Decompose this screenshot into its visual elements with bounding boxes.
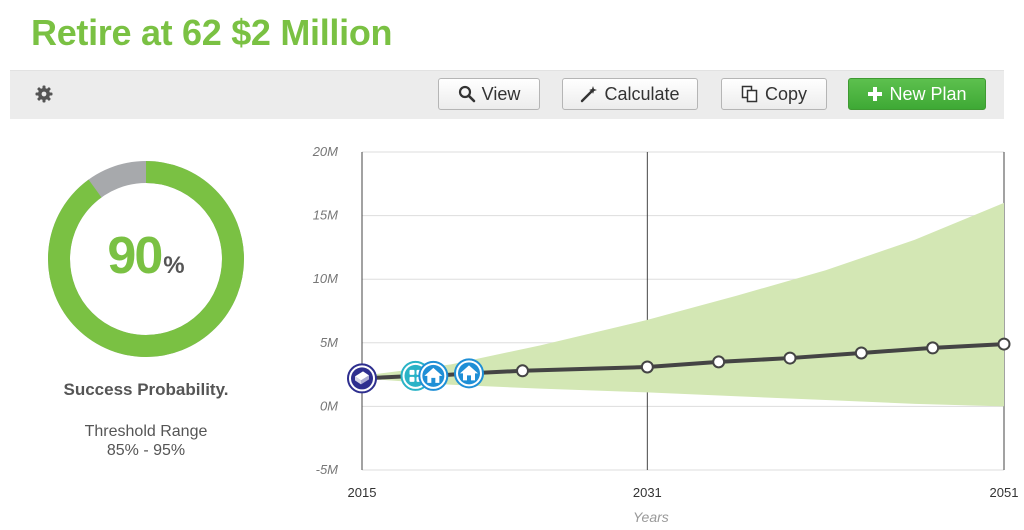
y-tick-label: 10M [313,271,338,286]
success-percentage: 90% [44,226,248,286]
calculate-button[interactable]: Calculate [562,78,698,110]
copy-button-label: Copy [764,83,808,104]
y-tick-label: 0M [320,398,338,413]
new-plan-button-label: New Plan [889,83,967,104]
threshold-range-value: 85% - 95% [106,442,186,459]
chart-x-labels: 2015 2031 2051 [348,485,1019,500]
y-tick-label: 5M [320,335,338,350]
x-tick-label: 2031 [633,485,662,500]
success-donut [44,157,248,361]
donut-success-arc [48,161,244,357]
data-point [516,364,529,378]
success-percentage-value: 90 [107,227,163,285]
plus-icon [867,86,883,102]
data-point [997,337,1011,351]
copy-icon [741,85,759,103]
data-point [854,346,868,360]
book-icon [347,363,377,394]
threshold-range-label: Threshold Range [84,423,208,440]
chart-events [347,358,484,394]
data-point [640,360,654,374]
chart-y-labels: 20M 15M 10M 5M 0M -5M [312,144,338,477]
x-tick-label: 2051 [990,485,1019,500]
magic-wand-icon [580,85,598,103]
data-point [783,351,797,365]
success-probability-label: Success Probability. [63,380,229,399]
data-point [926,341,940,355]
gear-icon[interactable] [34,84,54,104]
view-button-label: View [481,83,521,104]
data-point [712,355,726,369]
chart-points [516,337,1011,378]
view-button[interactable]: View [438,78,540,110]
page-title: Retire at 62 $2 Million [31,12,393,53]
y-tick-label: 15M [313,208,338,223]
y-tick-label: -5M [316,462,339,477]
new-plan-button[interactable]: New Plan [848,78,986,110]
percent-sign: % [163,252,185,279]
x-tick-label: 2015 [348,485,377,500]
x-axis-title: Years [633,509,669,525]
toolbar: View Calculate Copy New Plan [10,70,1004,119]
search-icon [458,85,476,103]
home-icon [454,358,484,389]
chart-grid [361,151,1005,471]
y-tick-label: 20M [312,144,338,159]
calculate-button-label: Calculate [604,83,680,104]
home-icon [418,360,449,391]
copy-button[interactable]: Copy [721,78,827,110]
